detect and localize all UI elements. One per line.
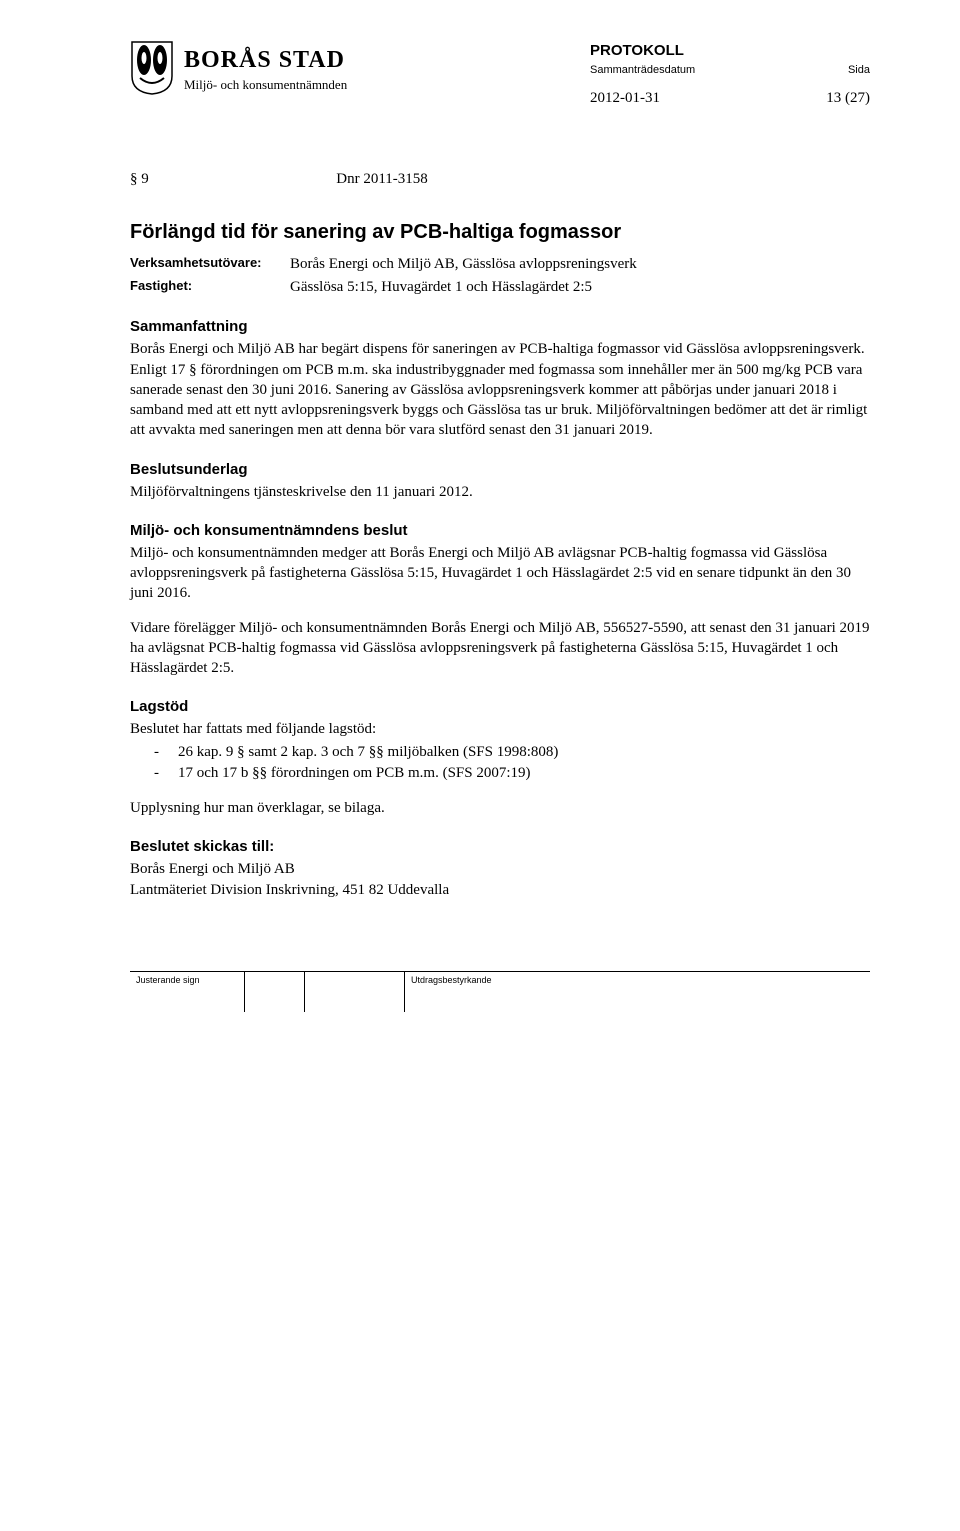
org-text: BORÅS STAD Miljö- och konsumentnämnden xyxy=(184,40,347,94)
skickas-line2: Lantmäteriet Division Inskrivning, 451 8… xyxy=(130,880,870,901)
meta-page-label: Sida xyxy=(848,63,870,78)
meta-date-label: Sammanträdesdatum xyxy=(590,63,695,78)
meta-labels: Sammanträdesdatum Sida xyxy=(590,63,870,78)
header-meta: PROTOKOLL Sammanträdesdatum Sida 2012-01… xyxy=(590,40,870,109)
fastighet-label: Fastighet: xyxy=(130,277,290,298)
beslut-para2: Vidare förelägger Miljö- och konsumentnä… xyxy=(130,618,870,679)
bullet-icon: - xyxy=(154,763,178,784)
list-item: - 26 kap. 9 § samt 2 kap. 3 och 7 §§ mil… xyxy=(154,742,870,763)
fastighet-value: Gässlösa 5:15, Huvagärdet 1 och Hässlagä… xyxy=(290,277,592,298)
beslut-heading: Miljö- och konsumentnämndens beslut xyxy=(130,520,870,541)
document-header: BORÅS STAD Miljö- och konsumentnämnden P… xyxy=(130,40,870,109)
document-footer: Justerande sign Utdragsbestyrkande xyxy=(130,971,870,1012)
list-item: - 17 och 17 b §§ förordningen om PCB m.m… xyxy=(154,763,870,784)
kv-verksamhet: Verksamhetsutövare: Borås Energi och Mil… xyxy=(130,254,870,275)
sammanfattning-text: Borås Energi och Miljö AB har begärt dis… xyxy=(130,339,870,440)
document-title: Förlängd tid för sanering av PCB-haltiga… xyxy=(130,218,870,246)
dnr: Dnr 2011-3158 xyxy=(336,171,428,187)
kv-fastighet: Fastighet: Gässlösa 5:15, Huvagärdet 1 o… xyxy=(130,277,870,298)
upplysning: Upplysning hur man överklagar, se bilaga… xyxy=(130,798,870,818)
org-block: BORÅS STAD Miljö- och konsumentnämnden xyxy=(130,40,347,96)
beslutsunderlag-text: Miljöförvaltningens tjänsteskrivelse den… xyxy=(130,482,870,502)
bullet-icon: - xyxy=(154,742,178,763)
document-body: § 9 Dnr 2011-3158 Förlängd tid för saner… xyxy=(130,169,870,901)
lagstod-item-2: 17 och 17 b §§ förordningen om PCB m.m. … xyxy=(178,763,531,784)
org-subtitle: Miljö- och konsumentnämnden xyxy=(184,76,347,94)
sammanfattning-heading: Sammanfattning xyxy=(130,316,870,337)
lagstod-item-1: 26 kap. 9 § samt 2 kap. 3 och 7 §§ miljö… xyxy=(178,742,558,763)
meeting-date: 2012-01-31 xyxy=(590,88,660,109)
section-symbol: § 9 xyxy=(130,171,149,187)
boras-crest-icon xyxy=(130,40,174,96)
section-reference: § 9 Dnr 2011-3158 xyxy=(130,169,870,190)
lagstod-heading: Lagstöd xyxy=(130,696,870,717)
org-title: BORÅS STAD xyxy=(184,44,347,78)
beslut-para1: Miljö- och konsumentnämnden medger att B… xyxy=(130,543,870,604)
footer-utdrag: Utdragsbestyrkande xyxy=(405,972,870,1012)
lagstod-intro: Beslutet har fattats med följande lagstö… xyxy=(130,719,870,739)
footer-spacer xyxy=(245,972,305,1012)
footer-spacer xyxy=(305,972,405,1012)
page-number: 13 (27) xyxy=(826,88,870,109)
lagstod-list: - 26 kap. 9 § samt 2 kap. 3 och 7 §§ mil… xyxy=(154,742,870,784)
footer-justerande: Justerande sign xyxy=(130,972,245,1012)
skickas-heading: Beslutet skickas till: xyxy=(130,836,870,857)
beslutsunderlag-heading: Beslutsunderlag xyxy=(130,459,870,480)
verksamhet-value: Borås Energi och Miljö AB, Gässlösa avlo… xyxy=(290,254,637,275)
skickas-line1: Borås Energi och Miljö AB xyxy=(130,859,870,880)
protokoll-label: PROTOKOLL xyxy=(590,40,870,61)
verksamhet-label: Verksamhetsutövare: xyxy=(130,254,290,275)
meta-values: 2012-01-31 13 (27) xyxy=(590,88,870,109)
